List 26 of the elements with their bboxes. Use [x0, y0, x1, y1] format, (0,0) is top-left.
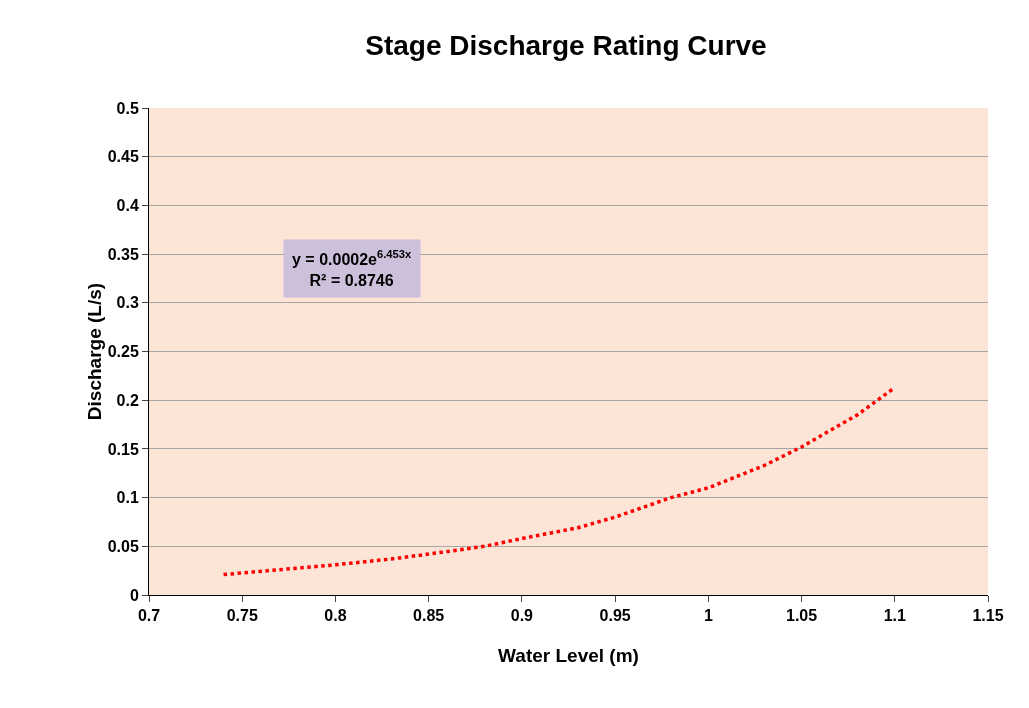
- x-tick-label: 0.75: [226, 607, 258, 625]
- y-tick-label: 0.05: [107, 537, 139, 555]
- x-tick-label: 0.8: [324, 607, 347, 625]
- x-tick-label: 1.15: [972, 607, 1004, 625]
- x-tick-label: 1.1: [883, 607, 906, 625]
- x-tick-label: 0.9: [510, 607, 534, 625]
- y-tick-label: 0.4: [116, 197, 139, 214]
- annotation: y = 0.0002e$^{6.453x}$: [292, 248, 412, 268]
- y-axis-title: Discharge (L/s): [84, 282, 105, 421]
- chart-title: Stage Discharge Rating Curve: [365, 30, 767, 61]
- x-tick-label: 1: [703, 607, 713, 625]
- x-axis-title: Water Level (m): [498, 645, 639, 666]
- y-tick-label: 0.3: [116, 294, 139, 312]
- y-tick-label: 0.45: [107, 148, 139, 166]
- y-tick-label: 0.5: [116, 99, 139, 117]
- y-tick-label: 0: [129, 586, 139, 604]
- annotation: R² = 0.8746: [309, 271, 394, 289]
- x-tick-label: 0.85: [413, 607, 445, 625]
- x-tick-label: 0.95: [599, 607, 631, 625]
- x-tick-label: 1.05: [785, 607, 818, 625]
- x-tick-label: 0.7: [137, 607, 161, 625]
- y-tick-label: 0.35: [107, 245, 139, 263]
- y-tick-label: 0.25: [107, 343, 139, 361]
- y-tick-label: 0.15: [107, 440, 139, 458]
- y-tick-label: 0.2: [116, 391, 139, 409]
- y-tick-label: 0.1: [116, 489, 139, 507]
